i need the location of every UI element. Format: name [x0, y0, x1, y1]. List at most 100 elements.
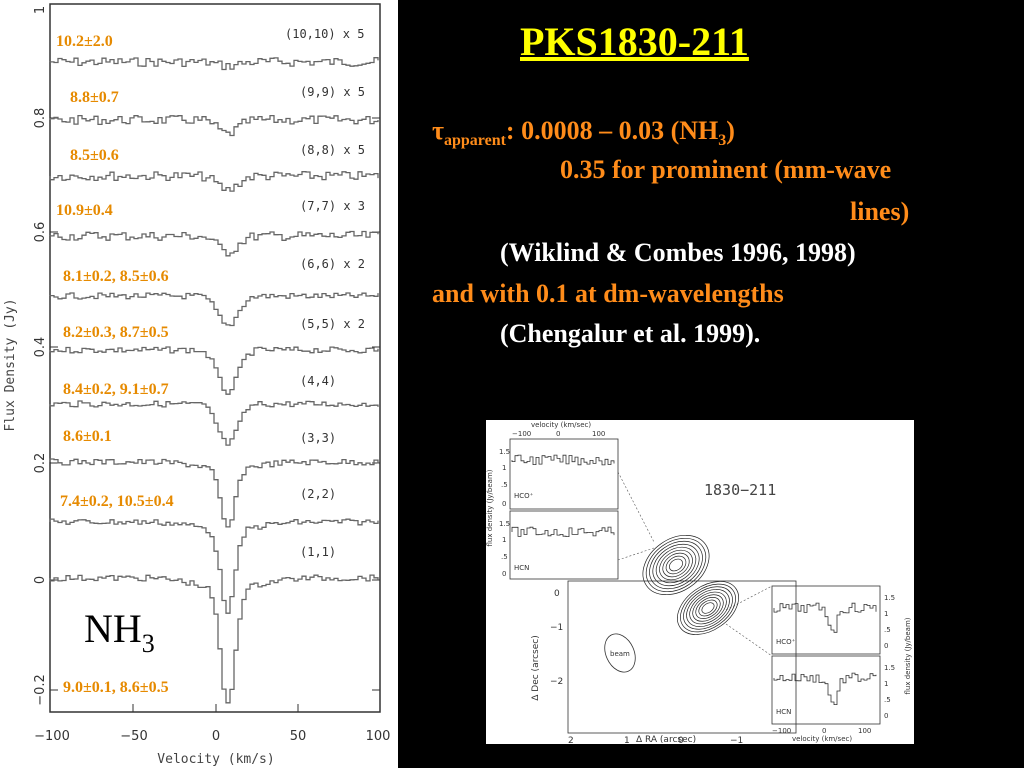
contour-ellipse	[701, 602, 715, 614]
contour-ellipse	[645, 537, 707, 593]
dec-tick-minus-1: −1	[550, 623, 563, 633]
ra-tick-1: 1	[624, 736, 630, 744]
ra-label: Δ RA (arcsec)	[636, 735, 696, 744]
right-tick-0-b: 0	[884, 712, 888, 720]
left-tick-1-b: 1	[502, 536, 506, 544]
nh3-spectra-plot: 1 0.8 0.6 0.4 0.2 0 −0.2 −100 −50 0 50 1…	[0, 0, 398, 768]
molecule-label: NH3	[84, 606, 155, 658]
x-tick-100: 100	[366, 729, 391, 744]
left-panel-label-hco: HCO⁺	[514, 492, 534, 500]
dec-tick-0: 0	[554, 589, 560, 599]
contour-ellipse	[692, 594, 724, 622]
contour-lines	[642, 534, 739, 635]
spectrum-trace	[49, 114, 379, 137]
top-axis-label: velocity (km/sec)	[531, 421, 591, 429]
contour-ellipse	[642, 534, 710, 596]
fit-label-2-2: 7.4±0.2, 10.5±0.4	[60, 493, 174, 510]
spectrum-trace	[49, 458, 379, 528]
left-tick-0-b: 0	[502, 570, 506, 578]
contour-ellipse	[669, 558, 683, 572]
right-tick-1.5-b: 1.5	[884, 664, 895, 672]
bottom-axis-tick-minus-100: −100	[772, 727, 791, 735]
spectrum-trace	[49, 292, 379, 327]
x-tick-50: 50	[290, 729, 307, 744]
transition-label-7-7: (7,7) x 3	[300, 199, 365, 213]
transition-label-2-2: (2,2)	[300, 487, 336, 501]
x-axis-ticks: −100 −50 0 50 100	[34, 729, 390, 744]
right-ylabel: flux density (Jy/beam)	[904, 617, 912, 694]
right-tick-0.5: .5	[884, 626, 891, 634]
main-map-frame	[567, 580, 797, 734]
top-axis-tick-100: 100	[592, 430, 605, 438]
y-axis-title: Flux Density (Jy)	[3, 298, 18, 431]
y-tick-0.8: 0.8	[33, 108, 48, 129]
bottom-axis-tick-0: 0	[822, 727, 826, 735]
contour-map-figure: velocity (km/sec) −100 0 100 flux densit…	[486, 420, 914, 744]
dec-label: Δ Dec (arcsec)	[531, 635, 541, 700]
citation-chengalur: (Chengalur et al. 1999).	[500, 319, 761, 348]
ra-tick-minus-1: −1	[730, 736, 743, 744]
right-tick-1-b: 1	[884, 680, 888, 688]
left-tick-0.5-b: .5	[501, 553, 508, 561]
x-tick-0: 0	[212, 729, 220, 744]
fit-label-1-1: 9.0±0.1, 8.6±0.5	[63, 679, 169, 696]
fit-labels: 10.2±2.0 8.8±0.7 8.5±0.6 10.9±0.4 8.1±0.…	[56, 33, 174, 696]
bottom-axis-label: velocity (km/sec)	[792, 735, 852, 743]
top-axis-tick-minus-100: −100	[512, 430, 531, 438]
fit-label-9-9: 8.8±0.7	[70, 89, 119, 106]
transition-label-8-8: (8,8) x 5	[300, 143, 365, 157]
right-panel-traces	[773, 602, 877, 705]
x-tick-minus-100: −100	[34, 729, 70, 744]
transition-label-10-10: (10,10) x 5	[285, 27, 364, 41]
right-tick-1.5: 1.5	[884, 594, 895, 602]
contour-ellipse	[695, 597, 721, 619]
fit-label-4-4: 8.4±0.2, 9.1±0.7	[63, 381, 169, 398]
prominent-line: 0.35 for prominent (mm-wave	[560, 155, 892, 184]
left-ylabel: flux density (Jy/beam)	[486, 469, 494, 546]
left-tick-0: 0	[502, 500, 506, 508]
contour-ellipse	[689, 591, 727, 625]
y-tick-1: 1	[33, 6, 48, 14]
left-tick-1.5-b: 1.5	[499, 520, 510, 528]
left-hcn-trace	[511, 526, 615, 537]
left-tick-0.5: .5	[501, 481, 508, 489]
left-tick-1.5: 1.5	[499, 448, 510, 456]
y-tick-0.6: 0.6	[33, 222, 48, 243]
spectrum-trace	[49, 518, 379, 614]
dm-wavelength-line: and with 0.1 at dm-wavelengths	[432, 279, 784, 308]
left-tick-1: 1	[502, 464, 506, 472]
tau-line: τapparent: 0.0008 – 0.03 (NH3)	[432, 116, 735, 150]
y-tick-marks	[49, 117, 381, 712]
y-tick-0.2: 0.2	[33, 453, 48, 474]
transition-label-1-1: (1,1)	[300, 545, 336, 559]
contour-ellipse	[662, 552, 690, 578]
contour-ellipse	[649, 540, 703, 590]
fit-label-8-8: 8.5±0.6	[70, 147, 119, 164]
tau-symbol: τ	[432, 116, 444, 145]
spectrum-trace	[49, 57, 379, 71]
left-hco-trace	[511, 454, 615, 466]
dec-tick-minus-2: −2	[550, 677, 563, 687]
right-hcn-trace	[773, 672, 877, 705]
right-panel-hco	[771, 585, 881, 655]
top-axis-tick-0: 0	[556, 430, 560, 438]
spectra-traces	[49, 57, 379, 704]
transition-label-5-5: (5,5) x 2	[300, 317, 365, 331]
fit-label-6-6: 8.1±0.2, 8.5±0.6	[63, 268, 169, 285]
left-panel-hco	[509, 438, 619, 510]
spectrum-trace	[49, 346, 379, 395]
connector-2	[617, 547, 655, 561]
nh3-spectra-svg: 1 0.8 0.6 0.4 0.2 0 −0.2 −100 −50 0 50 1…	[3, 3, 390, 767]
spectrum-trace	[49, 400, 379, 446]
contour-ellipse	[665, 555, 687, 575]
right-tick-0: 0	[884, 642, 888, 650]
slide-title: PKS1830-211	[520, 19, 749, 64]
left-panel-label-hcn: HCN	[514, 564, 529, 572]
tau-close: )	[726, 116, 735, 145]
transition-labels: (10,10) x 5 (9,9) x 5 (8,8) x 5 (7,7) x …	[285, 27, 365, 559]
bottom-axis-tick-100: 100	[858, 727, 871, 735]
tau-nh3-sub: 3	[718, 132, 727, 150]
left-panel-hcn	[509, 510, 619, 580]
contour-ellipse	[686, 589, 730, 627]
source-name: 1830−211	[704, 481, 776, 499]
